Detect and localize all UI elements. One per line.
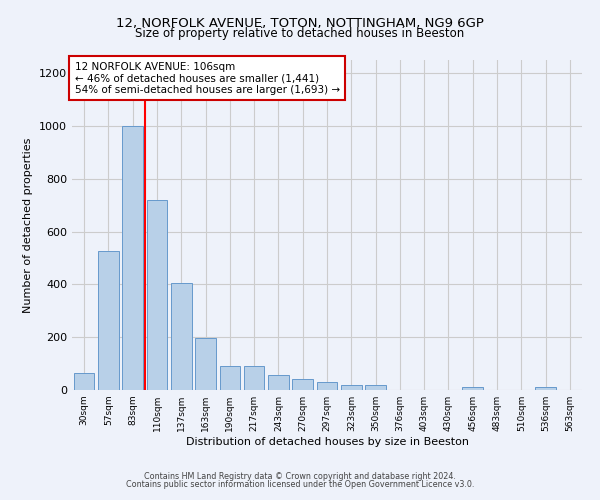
Bar	[268, 374, 289, 390]
Bar	[365, 384, 386, 390]
X-axis label: Distribution of detached houses by size in Beeston: Distribution of detached houses by size …	[185, 437, 469, 447]
Bar	[74, 373, 94, 390]
Text: Contains HM Land Registry data © Crown copyright and database right 2024.: Contains HM Land Registry data © Crown c…	[144, 472, 456, 481]
Bar	[244, 366, 265, 390]
Bar	[341, 384, 362, 390]
Bar	[146, 200, 167, 390]
Text: Size of property relative to detached houses in Beeston: Size of property relative to detached ho…	[136, 28, 464, 40]
Bar	[195, 338, 216, 390]
Bar	[171, 283, 191, 390]
Bar	[535, 388, 556, 390]
Text: 12 NORFOLK AVENUE: 106sqm
← 46% of detached houses are smaller (1,441)
54% of se: 12 NORFOLK AVENUE: 106sqm ← 46% of detac…	[74, 62, 340, 95]
Bar	[292, 380, 313, 390]
Bar	[317, 382, 337, 390]
Bar	[122, 126, 143, 390]
Text: 12, NORFOLK AVENUE, TOTON, NOTTINGHAM, NG9 6GP: 12, NORFOLK AVENUE, TOTON, NOTTINGHAM, N…	[116, 18, 484, 30]
Text: Contains public sector information licensed under the Open Government Licence v3: Contains public sector information licen…	[126, 480, 474, 489]
Y-axis label: Number of detached properties: Number of detached properties	[23, 138, 34, 312]
Bar	[98, 252, 119, 390]
Bar	[220, 366, 240, 390]
Bar	[463, 388, 483, 390]
